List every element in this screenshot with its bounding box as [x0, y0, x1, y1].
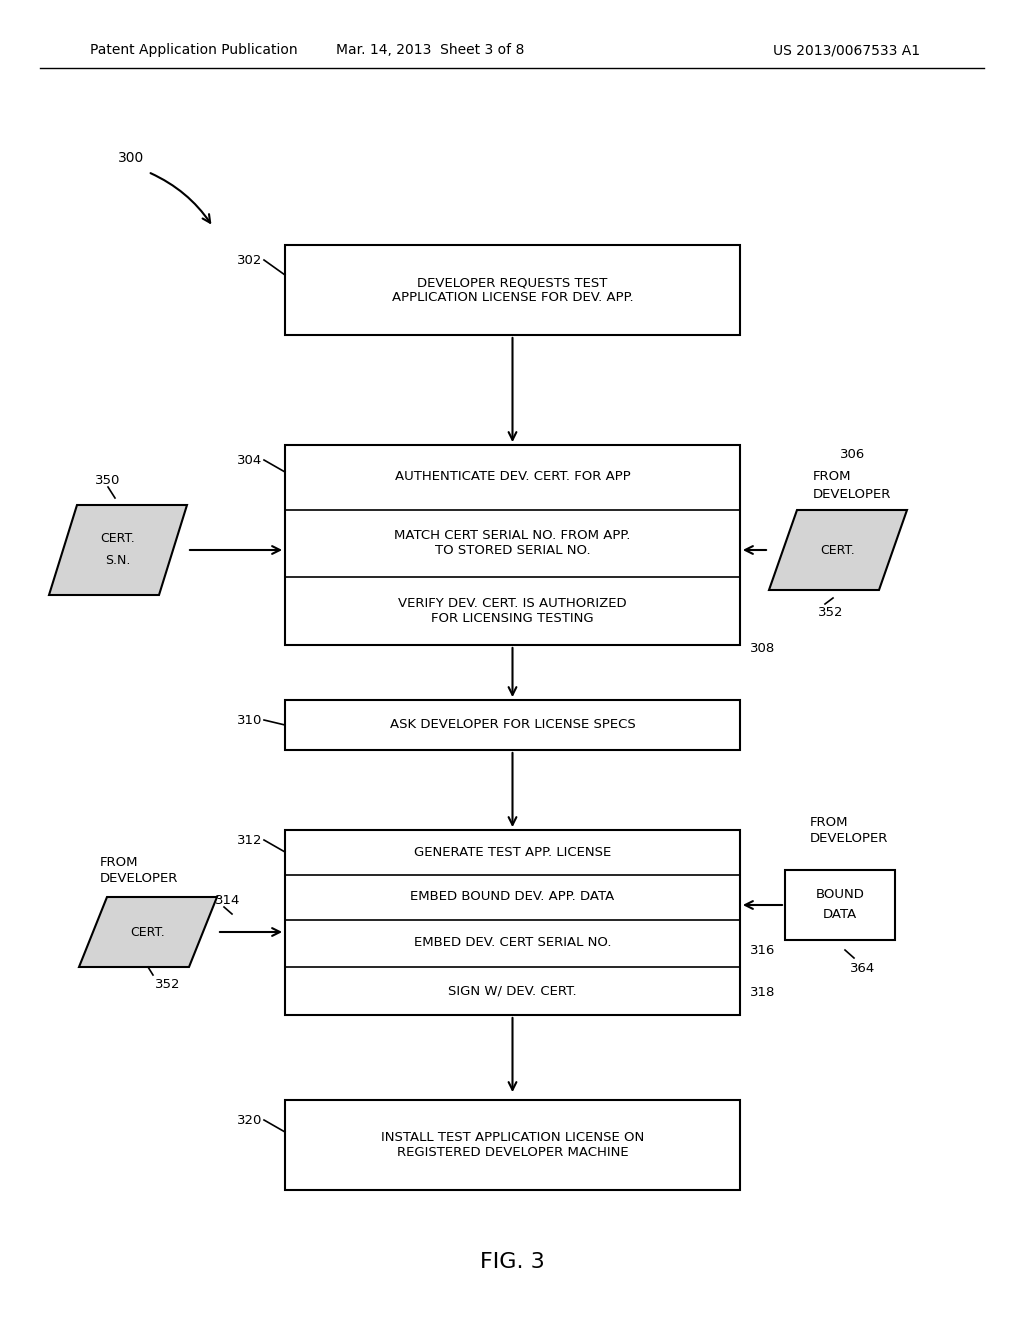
Text: ASK DEVELOPER FOR LICENSE SPECS: ASK DEVELOPER FOR LICENSE SPECS — [389, 718, 635, 731]
Text: FROM: FROM — [813, 470, 852, 483]
Text: DATA: DATA — [823, 908, 857, 921]
Text: FIG. 3: FIG. 3 — [479, 1251, 545, 1272]
Text: 352: 352 — [818, 606, 844, 619]
Text: Mar. 14, 2013  Sheet 3 of 8: Mar. 14, 2013 Sheet 3 of 8 — [336, 44, 524, 57]
Text: 318: 318 — [750, 986, 775, 999]
Text: Patent Application Publication: Patent Application Publication — [90, 44, 298, 57]
Text: AUTHENTICATE DEV. CERT. FOR APP: AUTHENTICATE DEV. CERT. FOR APP — [394, 470, 631, 483]
Text: CERT.: CERT. — [100, 532, 135, 544]
Text: 302: 302 — [237, 253, 262, 267]
Text: FROM: FROM — [100, 857, 138, 870]
Text: FROM: FROM — [810, 816, 849, 829]
Text: CERT.: CERT. — [820, 544, 855, 557]
Text: 306: 306 — [840, 449, 865, 462]
Text: S.N.: S.N. — [105, 553, 131, 566]
Text: 304: 304 — [237, 454, 262, 466]
Text: 350: 350 — [95, 474, 121, 487]
Text: DEVELOPER: DEVELOPER — [100, 873, 178, 886]
Text: 314: 314 — [215, 894, 241, 907]
Polygon shape — [769, 510, 907, 590]
Text: 316: 316 — [750, 944, 775, 957]
Text: 300: 300 — [118, 150, 144, 165]
Text: 364: 364 — [850, 961, 876, 974]
Text: GENERATE TEST APP. LICENSE: GENERATE TEST APP. LICENSE — [414, 846, 611, 859]
Text: EMBED DEV. CERT SERIAL NO.: EMBED DEV. CERT SERIAL NO. — [414, 936, 611, 949]
Bar — [285, 700, 740, 750]
Bar — [285, 1100, 740, 1191]
Bar — [285, 445, 740, 645]
Text: 310: 310 — [237, 714, 262, 726]
Text: INSTALL TEST APPLICATION LICENSE ON
REGISTERED DEVELOPER MACHINE: INSTALL TEST APPLICATION LICENSE ON REGI… — [381, 1131, 644, 1159]
Text: EMBED BOUND DEV. APP. DATA: EMBED BOUND DEV. APP. DATA — [411, 891, 614, 903]
Text: BOUND: BOUND — [815, 888, 864, 902]
Text: 312: 312 — [237, 833, 262, 846]
Bar — [285, 246, 740, 335]
Bar — [785, 870, 895, 940]
Text: 320: 320 — [237, 1114, 262, 1126]
Text: MATCH CERT SERIAL NO. FROM APP.
TO STORED SERIAL NO.: MATCH CERT SERIAL NO. FROM APP. TO STORE… — [394, 529, 631, 557]
Bar — [285, 830, 740, 1015]
Text: US 2013/0067533 A1: US 2013/0067533 A1 — [773, 44, 920, 57]
Text: SIGN W/ DEV. CERT.: SIGN W/ DEV. CERT. — [449, 985, 577, 998]
Polygon shape — [49, 506, 187, 595]
Text: VERIFY DEV. CERT. IS AUTHORIZED
FOR LICENSING TESTING: VERIFY DEV. CERT. IS AUTHORIZED FOR LICE… — [398, 597, 627, 624]
Text: DEVELOPER REQUESTS TEST
APPLICATION LICENSE FOR DEV. APP.: DEVELOPER REQUESTS TEST APPLICATION LICE… — [392, 276, 633, 304]
Polygon shape — [79, 898, 217, 968]
Text: DEVELOPER: DEVELOPER — [813, 487, 891, 500]
Text: 308: 308 — [750, 642, 775, 655]
Text: 352: 352 — [155, 978, 180, 991]
Text: CERT.: CERT. — [131, 925, 165, 939]
Text: DEVELOPER: DEVELOPER — [810, 832, 889, 845]
